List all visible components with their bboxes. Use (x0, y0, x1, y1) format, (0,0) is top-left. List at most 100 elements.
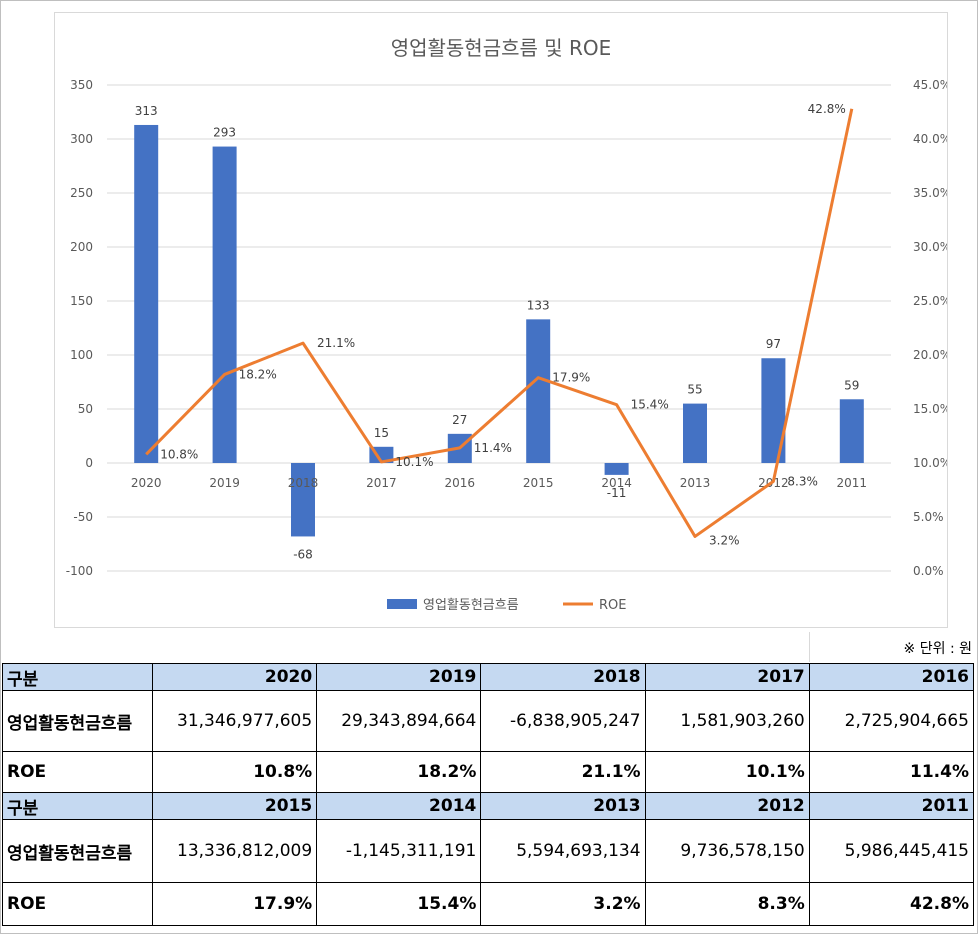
table-row: 영업활동현금흐름 31,346,977,605 29,343,894,664 -6,8… (2, 690, 975, 752)
y-left-tick-label: 0 (85, 456, 93, 470)
table-cell: 2017 (644, 663, 810, 691)
table-row: 구분 2015 2014 2013 2012 2011 (2, 792, 975, 820)
bar-data-label: -11 (607, 486, 627, 500)
table-cell: 2011 (808, 792, 975, 820)
table-cell: 5,986,445,415 (808, 819, 975, 883)
row-label-cell: 구분 (2, 792, 153, 820)
y-right-tick-label: 5.0% (913, 510, 944, 524)
bar (839, 399, 864, 463)
row-label-cell: 영업활동현금흐름 (2, 819, 153, 883)
y-right-tick-label: 10.0% (913, 456, 947, 470)
unit-note: ※ 단위 : 원 (903, 641, 972, 657)
bar (604, 463, 629, 475)
chart-area: 영업활동현금흐름 및 ROE 350 300 250 200 150 100 50 0 -50 -1… (54, 12, 948, 628)
table-cell: 5,594,693,134 (480, 819, 646, 883)
roe-line (145, 108, 854, 538)
y-left-tick-label: 100 (70, 348, 93, 362)
unit-divider (809, 632, 810, 662)
table-cell: 21.1% (480, 751, 646, 793)
table-cell: 2020 (151, 663, 318, 691)
roe-data-label: 11.4% (474, 441, 512, 455)
y-left-tick-label: 50 (78, 402, 93, 416)
table-cell: 2018 (480, 663, 646, 691)
roe-data-label: 10.8% (160, 447, 198, 461)
bar-data-label: 55 (687, 383, 702, 397)
bar-data-label: 133 (527, 298, 550, 312)
bar-data-label: 59 (844, 378, 859, 392)
roe-data-label: 8.3% (787, 474, 818, 488)
roe-data-label: 21.1% (317, 336, 355, 350)
bar-data-label: 27 (452, 413, 467, 427)
table-row: ROE 10.8% 18.2% 21.1% 10.1% 11.4% (2, 751, 975, 793)
row-label-cell: ROE (2, 751, 153, 793)
table-row: ROE 17.9% 15.4% 3.2% 8.3% 42.8% (2, 882, 975, 926)
bar (291, 463, 315, 537)
bar (683, 403, 707, 463)
combo-chart: 영업활동현금흐름 및 ROE 350 300 250 200 150 100 50 0 -50 -1… (66, 36, 947, 613)
table-cell: 2012 (644, 792, 810, 820)
row-label-cell: 구분 (2, 663, 153, 691)
x-tick-label: 2017 (366, 476, 397, 490)
bar-data-label: 293 (213, 126, 236, 140)
table-cell: 2014 (316, 792, 482, 820)
table-cell: 42.8% (808, 882, 975, 926)
table-cell: 2019 (316, 663, 482, 691)
table-cell: 31,346,977,605 (151, 690, 318, 752)
table-cell: 18.2% (316, 751, 482, 793)
y-right-tick-label: 30.0% (913, 240, 947, 254)
bar (134, 124, 159, 464)
table-cell: 1,581,903,260 (644, 690, 810, 752)
y-right-tick-label: 45.0% (913, 78, 947, 92)
table-cell: 13,336,812,009 (151, 819, 318, 883)
table-cell: 10.8% (151, 751, 318, 793)
roe-data-label: 10.1% (395, 455, 433, 469)
bar (212, 146, 237, 463)
table-cell: 2015 (151, 792, 318, 820)
x-tick-label: 2016 (445, 476, 476, 490)
x-tick-label: 2015 (523, 476, 554, 490)
y-right-tick-label: 35.0% (913, 186, 947, 200)
table-cell: 3.2% (480, 882, 646, 926)
y-right-tick-label: 15.0% (913, 402, 947, 416)
x-tick-label: 2013 (680, 476, 711, 490)
x-tick-label: 2011 (837, 476, 868, 490)
y-left-tick-label: 300 (70, 132, 93, 146)
bar (526, 319, 551, 463)
table-cell: 29,343,894,664 (316, 690, 482, 752)
table-cell: 2013 (480, 792, 646, 820)
table-cell: -1,145,311,191 (316, 819, 482, 883)
y-left-tick-label: 200 (70, 240, 93, 254)
y-left-tick-label: -100 (66, 564, 93, 578)
y-left-tick-label: 150 (70, 294, 93, 308)
y-right-tick-label: 40.0% (913, 132, 947, 146)
legend-line-label: ROE (599, 598, 626, 613)
roe-data-label: 42.8% (808, 102, 846, 116)
table-row: 구분 2020 2019 2018 2017 2016 (2, 663, 975, 691)
chart-title: 영업활동현금흐름 및 ROE (391, 36, 612, 60)
row-label-cell: ROE (2, 882, 153, 926)
bar-data-label: 97 (766, 337, 781, 351)
table-cell: 10.1% (644, 751, 810, 793)
table-cell: 17.9% (151, 882, 318, 926)
y-right-tick-label: 25.0% (913, 294, 947, 308)
bar-data-label: -68 (293, 547, 313, 561)
roe-data-label: 15.4% (631, 398, 669, 412)
table-row: 영업활동현금흐름 13,336,812,009 -1,145,311,191 5,59… (2, 819, 975, 883)
table-cell: 11.4% (808, 751, 975, 793)
bar-data-label: 313 (135, 104, 158, 118)
y-right-tick-label: 20.0% (913, 348, 947, 362)
roe-data-label: 3.2% (709, 533, 740, 547)
y-left-tick-label: -50 (73, 510, 93, 524)
x-tick-label: 2019 (209, 476, 240, 490)
roe-data-label: 18.2% (239, 367, 277, 381)
table-cell: 2016 (808, 663, 975, 691)
data-table: 구분 2020 2019 2018 2017 2016 영업활동현금흐름 31,346,977… (2, 663, 975, 926)
roe-data-label: 17.9% (552, 371, 590, 385)
table-cell: 15.4% (316, 882, 482, 926)
table-cell: -6,838,905,247 (480, 690, 646, 752)
x-tick-label: 2014 (601, 476, 632, 490)
bar-data-label: 15 (374, 426, 389, 440)
x-tick-label: 2018 (288, 476, 319, 490)
y-left-tick-label: 350 (70, 78, 93, 92)
y-right-tick-label: 0.0% (913, 564, 944, 578)
